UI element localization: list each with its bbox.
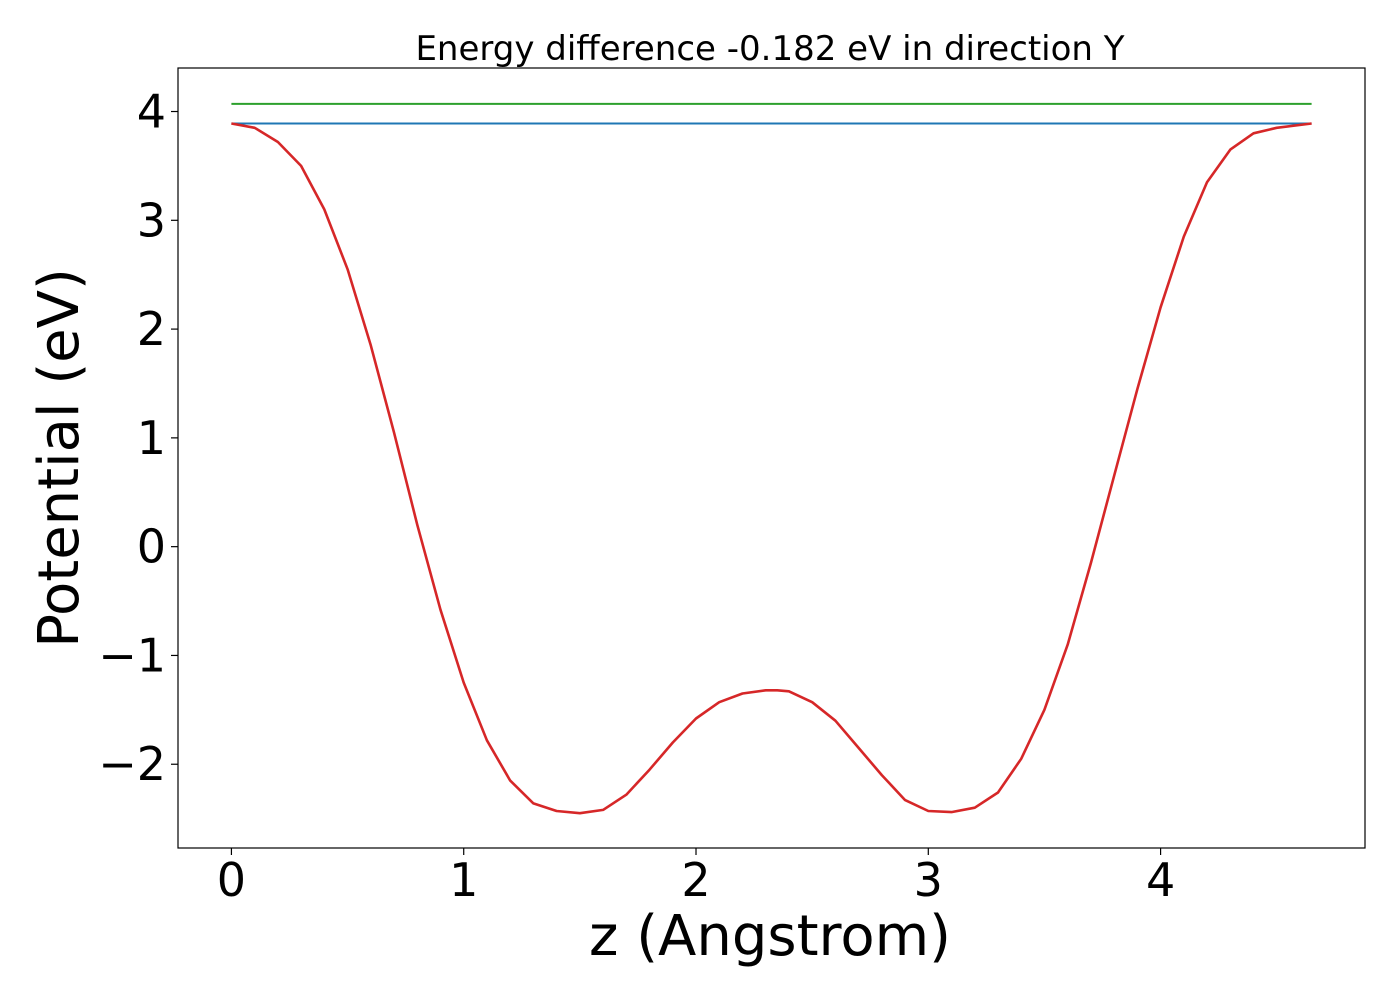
y-tick-label: 4 [137, 85, 166, 139]
chart-title: Energy difference -0.182 eV in direction… [415, 29, 1124, 69]
x-axis-ticks: 0 1 2 3 4 [217, 848, 1175, 907]
x-axis-label: z (Angstrom) [589, 904, 951, 969]
y-tick-label: 1 [137, 411, 166, 465]
x-tick-label: 3 [914, 853, 943, 907]
x-tick-label: 4 [1146, 853, 1175, 907]
y-axis-label: Potential (eV) [27, 268, 92, 648]
x-tick-label: 1 [449, 853, 478, 907]
y-tick-label: 3 [137, 193, 166, 247]
x-tick-label: 2 [681, 853, 710, 907]
y-tick-label: 0 [137, 520, 166, 574]
y-tick-label: −2 [98, 737, 166, 791]
y-tick-label: 2 [137, 302, 166, 356]
series-layer [231, 102, 1312, 815]
y-axis-ticks: −2 −1 0 1 2 3 4 [98, 85, 178, 791]
x-tick-label: 0 [217, 853, 246, 907]
y-tick-label: −1 [98, 628, 166, 682]
series-line-2 [231, 122, 1312, 815]
plot-frame [177, 67, 1366, 849]
